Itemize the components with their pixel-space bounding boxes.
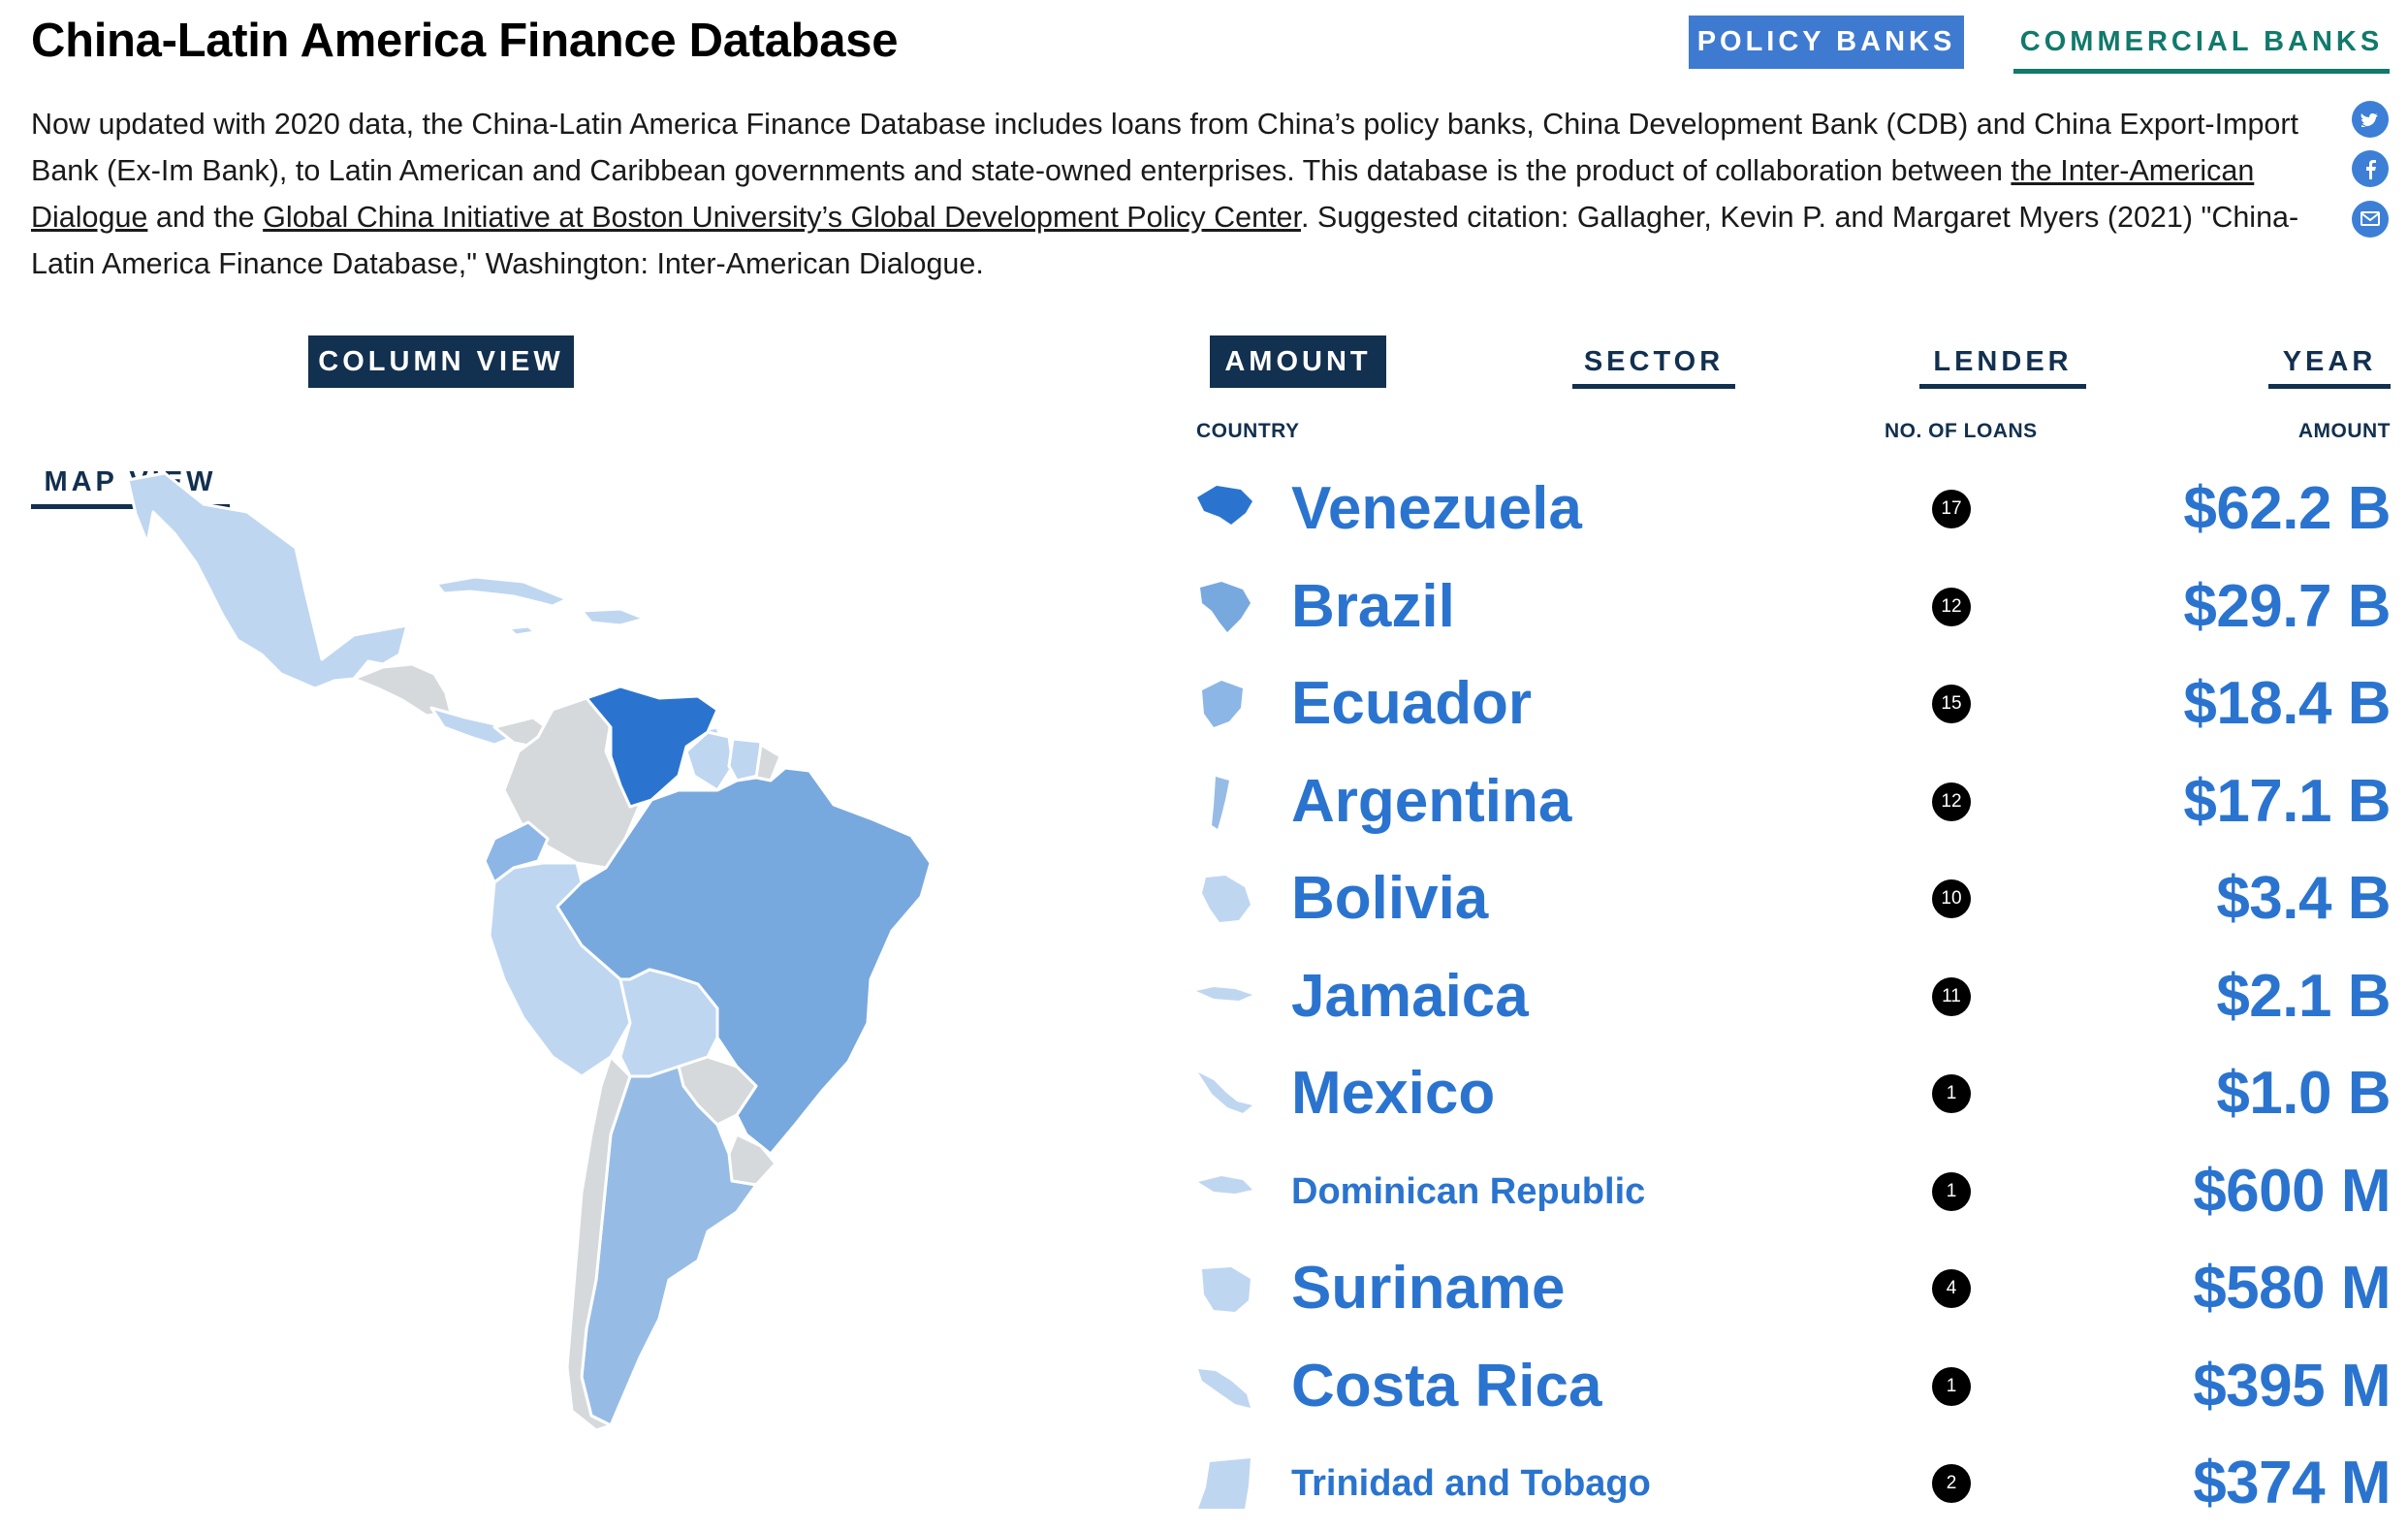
intro-part-1: Now updated with 2020 data, the China-La…	[31, 108, 2299, 187]
country-shape-icon	[1198, 1458, 1251, 1509]
country-shape-icon	[1198, 1072, 1252, 1113]
facebook-icon[interactable]	[2352, 150, 2389, 187]
country-shape-icon	[1200, 581, 1251, 632]
loan-count-badge: 12	[1932, 587, 1971, 626]
country-name[interactable]: Jamaica	[1291, 962, 1529, 1030]
loan-count-badge: 17	[1932, 490, 1971, 528]
sort-sector-tab[interactable]: SECTOR	[1572, 335, 1735, 389]
map-hispaniola	[580, 607, 647, 627]
loan-count-badge: 2	[1932, 1464, 1971, 1503]
commercial-banks-tab[interactable]: COMMERCIAL BANKS	[2013, 16, 2390, 74]
country-shape-icon	[1196, 986, 1252, 1001]
country-row[interactable]: Costa Rica 1 $395 M	[1192, 1338, 2391, 1435]
map-mexico	[126, 471, 409, 690]
country-row[interactable]: Brazil 12 $29.7 B	[1192, 559, 2391, 655]
map-costa-rica-panama	[429, 706, 516, 747]
country-shape-icon	[1202, 876, 1251, 922]
intro-part-2: and the	[147, 201, 264, 234]
loan-count-badge: 1	[1932, 1171, 1971, 1211]
global-china-initiative-link[interactable]: Global China Initiative at Boston Univer…	[263, 201, 1301, 234]
column-header-amount: AMOUNT	[2297, 420, 2391, 442]
intro-text: Now updated with 2020 data, the China-La…	[31, 101, 2319, 287]
country-name[interactable]: Trinidad and Tobago	[1291, 1463, 1651, 1504]
country-name[interactable]: Mexico	[1291, 1060, 1496, 1127]
loan-amount: $2.1 B	[2216, 962, 2391, 1030]
loan-amount: $1.0 B	[2216, 1060, 2391, 1127]
inter-american-dialogue-link[interactable]: the Inter-American Dialogue	[31, 154, 2255, 234]
loan-count-badge: 1	[1932, 1366, 1971, 1406]
map-cuba	[434, 575, 569, 608]
loan-count-badge: 4	[1932, 1269, 1971, 1308]
country-row[interactable]: Argentina 12 $17.1 B	[1192, 753, 2391, 850]
map-venezuela	[585, 685, 719, 809]
loan-amount: $600 M	[2193, 1157, 2391, 1225]
country-shape-icon	[1198, 1368, 1251, 1408]
map-chile	[565, 1055, 632, 1432]
sort-year-tab[interactable]: YEAR	[2268, 335, 2391, 389]
country-row[interactable]: Venezuela 17 $62.2 B	[1192, 461, 2391, 558]
loan-amount: $580 M	[2193, 1255, 2391, 1322]
column-view-tab[interactable]: COLUMN VIEW	[308, 335, 574, 388]
column-header-loans: NO. OF LOANS	[1885, 420, 2038, 442]
country-row[interactable]: Suriname 4 $580 M	[1192, 1240, 2391, 1337]
loan-amount: $3.4 B	[2216, 865, 2391, 932]
sort-lender-tab[interactable]: LENDER	[1919, 335, 2086, 389]
loan-amount: $374 M	[2193, 1450, 2391, 1516]
column-header-country: COUNTRY	[1196, 420, 1300, 442]
loan-count-badge: 12	[1932, 782, 1971, 821]
country-row[interactable]: Bolivia 10 $3.4 B	[1192, 850, 2391, 947]
country-row[interactable]: Trinidad and Tobago 2 $374 M	[1192, 1435, 2391, 1532]
country-name[interactable]: Brazil	[1291, 572, 1455, 640]
country-name[interactable]: Bolivia	[1291, 865, 1489, 932]
mail-icon[interactable]	[2352, 201, 2389, 238]
sort-amount-tab[interactable]: AMOUNT	[1210, 335, 1386, 388]
map-central-america	[352, 662, 453, 718]
country-shape-icon	[1202, 1267, 1251, 1312]
country-name[interactable]: Dominican Republic	[1291, 1170, 1646, 1212]
country-shape-icon	[1197, 486, 1252, 525]
intro-part-3: . Suggested citation: Gallagher, Kevin P…	[31, 201, 2299, 280]
map-jamaica	[507, 624, 537, 637]
country-name[interactable]: Argentina	[1291, 767, 1572, 835]
loan-amount: $395 M	[2193, 1352, 2391, 1420]
country-shape-icon	[1198, 1175, 1252, 1194]
loan-amount: $62.2 B	[2183, 475, 2391, 542]
country-name[interactable]: Venezuela	[1291, 475, 1582, 542]
country-name[interactable]: Suriname	[1291, 1255, 1566, 1322]
loan-count-badge: 1	[1932, 1074, 1971, 1113]
loan-count-badge: 15	[1932, 685, 1971, 723]
map-bolivia	[618, 968, 719, 1078]
country-shape-icon	[1202, 681, 1243, 727]
latin-america-map	[126, 471, 933, 1432]
loan-count-badge: 11	[1932, 976, 1971, 1016]
loan-amount: $17.1 B	[2183, 767, 2391, 835]
country-shape-icon	[1212, 776, 1229, 829]
country-name[interactable]: Ecuador	[1291, 670, 1533, 737]
page-title: China-Latin America Finance Database	[31, 15, 899, 67]
country-row[interactable]: Dominican Republic 1 $600 M	[1192, 1143, 2391, 1240]
loan-amount: $18.4 B	[2183, 670, 2391, 737]
twitter-icon[interactable]	[2352, 101, 2389, 138]
policy-banks-tab[interactable]: POLICY BANKS	[1689, 16, 1964, 69]
country-row[interactable]: Mexico 1 $1.0 B	[1192, 1045, 2391, 1142]
loan-count-badge: 10	[1932, 879, 1971, 918]
country-row[interactable]: Ecuador 15 $18.4 B	[1192, 655, 2391, 752]
country-row[interactable]: Jamaica 11 $2.1 B	[1192, 948, 2391, 1045]
country-name[interactable]: Costa Rica	[1291, 1352, 1602, 1420]
loan-amount: $29.7 B	[2183, 572, 2391, 640]
